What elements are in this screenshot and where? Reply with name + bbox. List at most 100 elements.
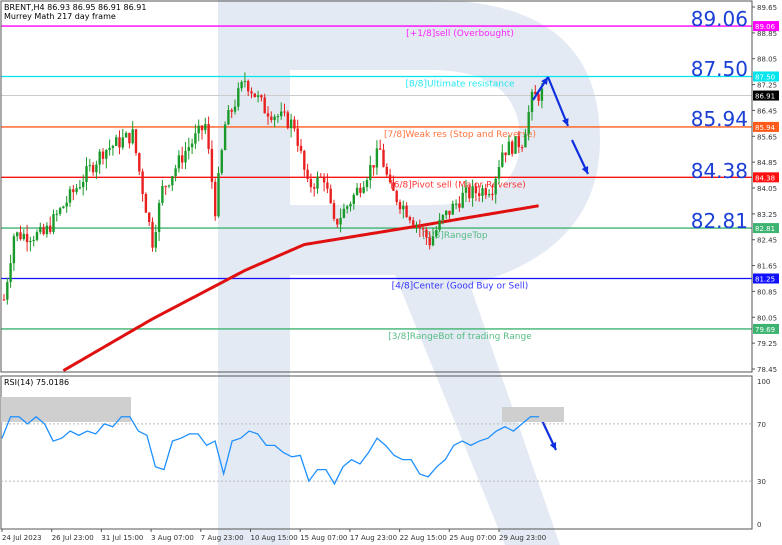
candle-body — [273, 116, 276, 121]
x-tick-label: 22 Aug 15:00 — [400, 534, 447, 542]
candle-body — [322, 176, 326, 183]
candle-body — [72, 189, 75, 193]
candle-body — [303, 150, 306, 170]
candle-body — [487, 194, 491, 196]
rsi-title: RSI(14) 75.0186 — [4, 378, 70, 387]
overbought-zone-highlight — [1, 397, 131, 422]
price-tick-label: 88.05 — [757, 56, 777, 64]
price-tick-label: 82.45 — [757, 237, 777, 245]
candle-body — [240, 81, 243, 89]
candle-body — [329, 188, 332, 204]
price-tag-label: 89.06 — [755, 23, 776, 31]
candle-body — [346, 206, 349, 209]
candle-body — [421, 228, 425, 230]
candle-body — [177, 155, 181, 169]
price-tag — [753, 21, 779, 32]
candle-body — [78, 187, 82, 189]
candle-body — [352, 194, 355, 205]
candle-body — [299, 145, 303, 151]
candle-body — [210, 148, 214, 182]
candle-body — [408, 217, 412, 221]
level-value-big-label: 87.50 — [691, 57, 748, 81]
candle-body — [118, 137, 121, 148]
price-tag — [753, 71, 779, 82]
price-tag — [753, 323, 779, 334]
candle-body — [534, 91, 537, 95]
candle-body — [141, 171, 144, 194]
candle-body — [260, 95, 263, 98]
arrowhead-icon — [562, 118, 569, 126]
candle-body — [537, 94, 540, 101]
candle-body — [144, 193, 148, 213]
arrowhead-icon — [541, 77, 548, 85]
candle-body — [161, 186, 164, 203]
price-tag — [753, 273, 779, 284]
price-tick-label: 80.05 — [757, 314, 777, 322]
candle-body — [121, 137, 124, 148]
candle-body — [375, 148, 379, 168]
candle-body — [514, 136, 517, 154]
candle-body — [115, 137, 118, 146]
candle-body — [181, 155, 184, 163]
candle-body — [392, 182, 395, 191]
candle-body — [164, 186, 167, 188]
candle-body — [412, 220, 415, 225]
candle-body — [68, 189, 72, 203]
candle-body — [365, 180, 369, 188]
candle-body — [464, 187, 468, 193]
murrey-level-label: [5/8]RangeTop — [422, 231, 488, 241]
x-tick-label: 17 Aug 23:00 — [350, 534, 397, 542]
candle-body — [283, 111, 286, 113]
candle-body — [65, 202, 68, 207]
candle-body — [395, 190, 398, 203]
candle-body — [342, 208, 346, 218]
x-tick-label: 26 Jul 23:00 — [52, 534, 94, 542]
current-price-tag — [753, 90, 779, 101]
candle-body — [484, 188, 487, 196]
price-tick-label: 89.65 — [757, 4, 777, 12]
price-tick-label: 87.25 — [757, 82, 777, 90]
candle-body — [359, 187, 362, 193]
rsi-tick-label: 100 — [757, 378, 770, 386]
candle-body — [326, 182, 329, 189]
candle-body — [42, 227, 45, 235]
rsi-line — [1, 415, 539, 486]
candle-body — [190, 143, 194, 148]
candle-body — [398, 202, 402, 210]
candle-body — [82, 182, 85, 188]
candle-body — [167, 185, 171, 187]
candle-body — [62, 206, 65, 209]
candle-body — [313, 187, 316, 189]
candle-body — [461, 192, 464, 208]
candle-body — [58, 208, 62, 214]
level-value-big-label: 85.94 — [691, 107, 748, 131]
candle-body — [91, 165, 95, 173]
level-value-big-label: 89.06 — [691, 7, 748, 31]
candle-body — [296, 128, 299, 146]
candle-body — [230, 110, 233, 112]
price-tick-label: 88.85 — [757, 30, 777, 38]
candle-body — [418, 224, 421, 229]
candle-body — [504, 152, 507, 156]
candle-body — [134, 129, 138, 154]
candle-body — [111, 145, 115, 148]
price-tag — [753, 223, 779, 234]
candle-body — [458, 203, 461, 208]
candle-body — [379, 148, 382, 150]
candle-body — [494, 178, 497, 195]
candle-body — [108, 147, 111, 150]
candle-body — [474, 186, 478, 194]
price-tick-label: 79.25 — [757, 340, 777, 348]
candle-body — [382, 149, 385, 167]
price-tick-label: 83.25 — [757, 211, 777, 219]
candle-body — [187, 147, 190, 151]
candle-body — [402, 205, 405, 210]
arrowhead-icon — [549, 442, 557, 450]
candle-body — [428, 237, 431, 246]
candle-body — [250, 91, 253, 94]
candle-body — [524, 133, 527, 148]
candle-body — [95, 164, 98, 173]
murrey-level-label: [4/8]Center (Good Buy or Sell) — [392, 282, 529, 292]
arrowhead-icon — [581, 166, 589, 174]
